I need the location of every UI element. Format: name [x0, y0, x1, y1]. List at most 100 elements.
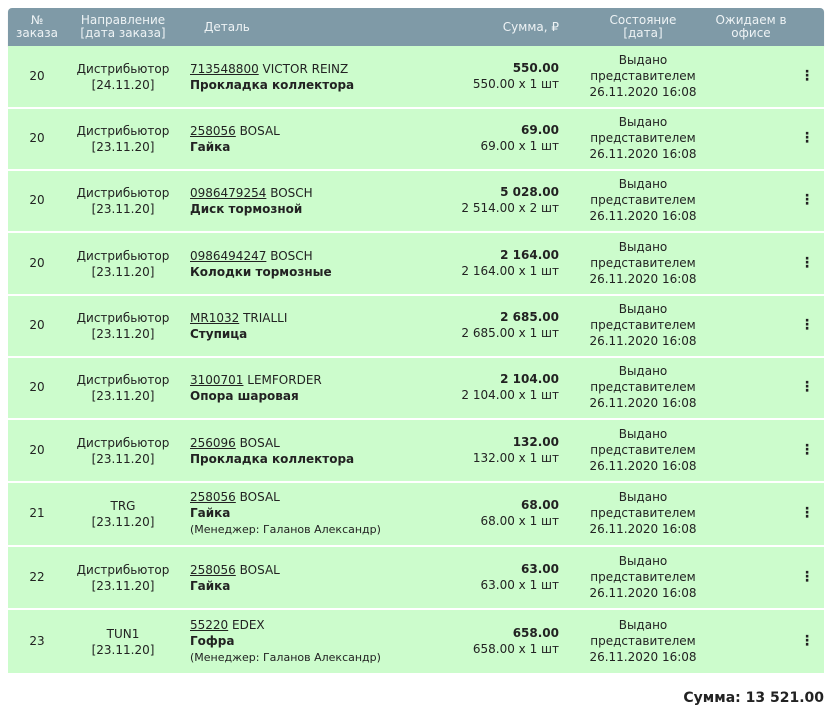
table-row: 22 Дистрибьютор [23.11.20] 258056 BOSAL … — [8, 547, 824, 610]
article-link[interactable]: 258056 — [190, 124, 236, 138]
row-total: 5 028.00 — [500, 185, 559, 199]
manager-note: (Менеджер: Галанов Александр) — [190, 650, 381, 664]
sum-cell: 63.00 63.00 х 1 шт — [408, 561, 559, 593]
order-number: 22 — [29, 569, 45, 584]
row-total: 2 685.00 — [500, 310, 559, 324]
direction-name: Дистрибьютор — [76, 61, 170, 76]
article-link[interactable]: 0986479254 — [190, 186, 267, 200]
detail-cell: 256096 BOSAL Прокладка коллектора — [190, 435, 354, 467]
row-total: 2 104.00 — [500, 372, 559, 386]
direction-name: TRG — [110, 499, 136, 513]
row-menu-icon[interactable]: ⋮ — [800, 632, 814, 649]
article-link[interactable]: 55220 — [190, 617, 229, 632]
price-calc: 2 685.00 х 1 шт — [461, 326, 559, 340]
row-total: 2 164.00 — [500, 247, 559, 262]
article-link[interactable]: 713548800 — [190, 61, 259, 76]
state-status: Выдано — [618, 490, 668, 504]
state-by: представителем — [590, 633, 696, 648]
state-cell: Выдано представителем 26.11.2020 16:08 — [588, 553, 698, 601]
detail-cell: MR1032 TRIALLI Ступица — [190, 310, 287, 342]
order-date: [23.11.20] — [91, 327, 155, 341]
header-num-line1: № — [30, 13, 44, 27]
table-row: 20 Дистрибьютор [23.11.20] 256096 BOSAL … — [8, 420, 824, 483]
order-number: 20 — [29, 68, 45, 83]
row-menu-icon[interactable]: ⋮ — [800, 130, 814, 146]
order-date: [23.11.20] — [91, 202, 155, 216]
sum-cell: 2 685.00 2 685.00 х 1 шт — [408, 309, 559, 341]
header-detail: Деталь — [204, 20, 250, 34]
row-menu-icon[interactable]: ⋮ — [800, 67, 814, 84]
row-total: 63.00 — [521, 561, 559, 576]
part-name: Гайка — [190, 506, 231, 520]
manager-note: (Менеджер: Галанов Александр) — [190, 523, 381, 536]
state-date: 26.11.2020 16:08 — [589, 147, 697, 161]
order-number: 20 — [29, 193, 45, 207]
row-menu-icon[interactable]: ⋮ — [800, 379, 814, 395]
order-direction: Дистрибьютор [23.11.20] — [72, 310, 174, 342]
state-cell: Выдано представителем 26.11.2020 16:08 — [588, 52, 698, 100]
article-link[interactable]: 0986494247 — [190, 248, 267, 263]
article-link[interactable]: 258056 — [190, 562, 236, 577]
price-calc: 69.00 х 1 шт — [480, 139, 559, 153]
row-menu-icon[interactable]: ⋮ — [800, 317, 814, 333]
direction-name: Дистрибьютор — [76, 373, 170, 387]
row-menu-icon[interactable]: ⋮ — [800, 505, 814, 521]
price-calc: 550.00 х 1 шт — [472, 76, 559, 91]
state-status: Выдано — [618, 364, 668, 378]
header-state-line2: [дата] — [623, 26, 663, 40]
order-number: 23 — [29, 633, 45, 648]
orders-table: № заказа Направление [дата заказа] Деталь … — [8, 8, 824, 675]
article-link[interactable]: 256096 — [190, 435, 236, 450]
order-date: [24.11.20] — [91, 77, 155, 92]
grand-total: Сумма: 13 521.00 — [683, 690, 824, 706]
table-body: 20 Дистрибьютор [24.11.20] 713548800 VIC… — [8, 46, 824, 675]
table-row: 20 Дистрибьютор [23.11.20] 258056 BOSAL … — [8, 109, 824, 171]
state-status: Выдано — [618, 115, 668, 129]
order-date: [23.11.20] — [91, 578, 155, 593]
state-date: 26.11.2020 16:08 — [589, 649, 697, 664]
order-date: [23.11.20] — [91, 515, 155, 529]
part-name: Прокладка коллектора — [190, 77, 355, 92]
row-total: 550.00 — [512, 60, 559, 75]
article-link[interactable]: 258056 — [190, 490, 236, 504]
direction-name: Дистрибьютор — [76, 435, 170, 450]
order-number: 20 — [29, 380, 45, 394]
table-row: 20 Дистрибьютор [23.11.20] 3100701 LEMFO… — [8, 358, 824, 420]
order-date: [23.11.20] — [91, 264, 155, 279]
state-by: представителем — [590, 318, 696, 332]
detail-cell: 0986494247 BOSCH Колодки тормозные — [190, 248, 332, 280]
row-menu-icon[interactable]: ⋮ — [800, 568, 814, 585]
article-link[interactable]: 3100701 — [190, 373, 244, 387]
row-menu-icon[interactable]: ⋮ — [800, 441, 814, 458]
header-state-line1: Состояние — [609, 13, 677, 27]
table-row: 20 Дистрибьютор [24.11.20] 713548800 VIC… — [8, 46, 824, 109]
row-menu-icon[interactable]: ⋮ — [800, 192, 814, 208]
brand: EDEX — [232, 617, 265, 632]
row-menu-icon[interactable]: ⋮ — [800, 254, 814, 271]
direction-name: Дистрибьютор — [76, 248, 170, 263]
header-direction-line2: [дата заказа] — [80, 26, 166, 40]
detail-cell: 0986479254 BOSCH Диск тормозной — [190, 185, 313, 217]
order-date: [23.11.20] — [91, 140, 155, 154]
table-row: 20 Дистрибьютор [23.11.20] 0986494247 BO… — [8, 233, 824, 296]
state-date: 26.11.2020 16:08 — [589, 585, 697, 600]
table-row: 20 Дистрибьютор [23.11.20] MR1032 TRIALL… — [8, 296, 824, 358]
order-date: [23.11.20] — [91, 642, 155, 657]
detail-cell: 258056 BOSAL Гайка — [190, 123, 280, 155]
part-name: Колодки тормозные — [190, 264, 332, 279]
part-name: Гайка — [190, 578, 231, 593]
sum-cell: 2 104.00 2 104.00 х 1 шт — [408, 371, 559, 403]
brand: BOSAL — [239, 562, 280, 577]
order-number: 20 — [29, 255, 45, 270]
order-direction: Дистрибьютор [23.11.20] — [72, 123, 174, 155]
detail-cell: 258056 BOSAL Гайка — [190, 562, 280, 594]
direction-name: Дистрибьютор — [76, 311, 170, 325]
direction-name: Дистрибьютор — [76, 562, 170, 577]
article-link[interactable]: MR1032 — [190, 311, 240, 325]
state-by: представителем — [590, 380, 696, 394]
state-date: 26.11.2020 16:08 — [589, 84, 697, 99]
state-date: 26.11.2020 16:08 — [589, 209, 697, 223]
brand: BOSAL — [239, 124, 280, 138]
state-status: Выдано — [618, 617, 668, 632]
state-status: Выдано — [618, 239, 668, 254]
